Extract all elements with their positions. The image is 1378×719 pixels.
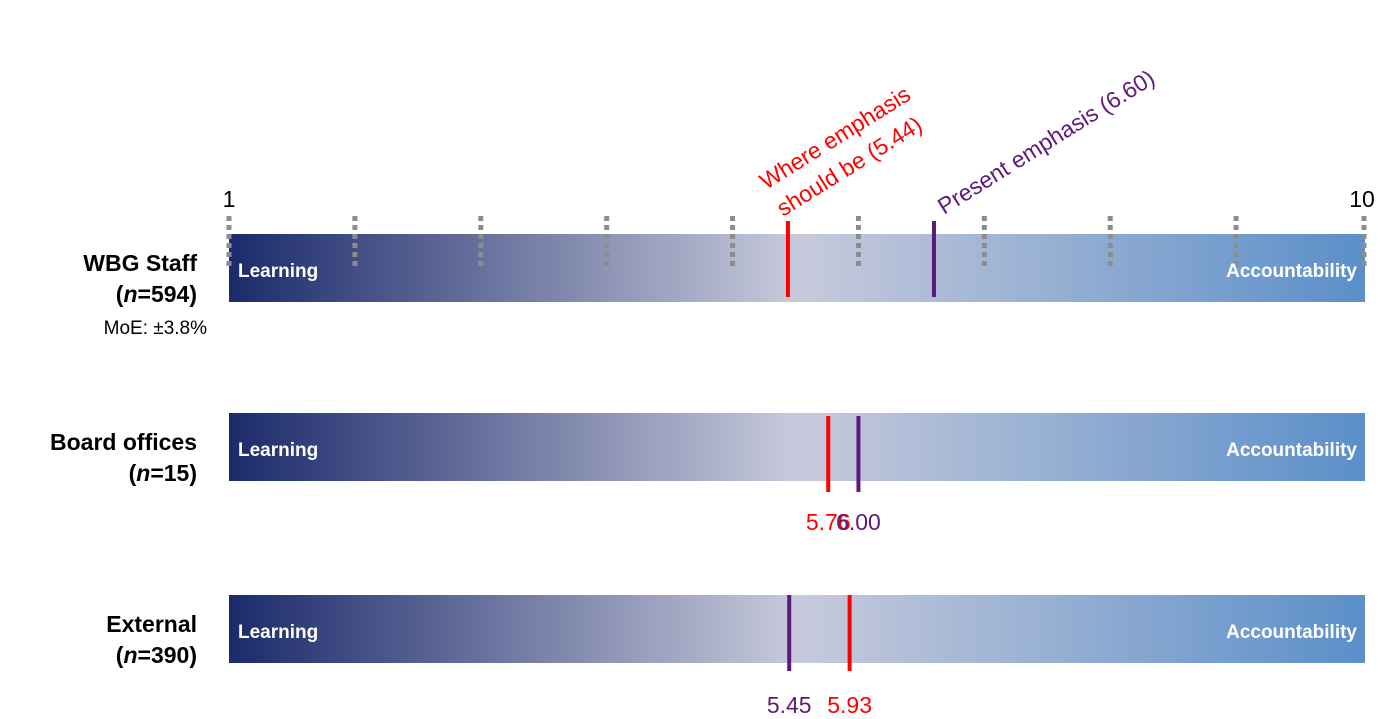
moe-label: MoE: ±3.8% bbox=[104, 318, 207, 339]
bar-left-label: Learning bbox=[238, 440, 318, 461]
tick-lines bbox=[226, 216, 1367, 270]
group-external: Learning Accountability 5.93 5.45 Extern… bbox=[106, 595, 1365, 718]
group-n-wbg-staff: (n=594) bbox=[116, 281, 197, 307]
bar-right-label: Accountability bbox=[1226, 261, 1357, 282]
group-wbg-staff: Learning Accountability Where emphasis s… bbox=[83, 64, 1367, 339]
group-n-board-offices: (n=15) bbox=[129, 460, 197, 486]
bar-right-label: Accountability bbox=[1226, 622, 1357, 643]
scale-max-label: 10 bbox=[1349, 186, 1375, 212]
value-present-board-offices: 6.00 bbox=[836, 509, 881, 535]
label-present-wbg-staff: Present emphasis (6.60) bbox=[933, 64, 1159, 219]
group-board-offices: Learning Accountability 5.76 6.00 Board … bbox=[50, 413, 1365, 535]
group-label-board-offices: Board offices bbox=[50, 429, 197, 455]
scale-min-label: 1 bbox=[223, 186, 236, 212]
value-should-external: 5.93 bbox=[827, 692, 872, 718]
group-label-wbg-staff: WBG Staff bbox=[83, 250, 197, 276]
bar-external bbox=[229, 595, 1365, 663]
bar-wbg-staff bbox=[229, 234, 1365, 302]
bar-right-label: Accountability bbox=[1226, 440, 1357, 461]
bar-left-label: Learning bbox=[238, 622, 318, 643]
value-should-board-offices: 5.76 bbox=[806, 509, 851, 535]
group-label-external: External bbox=[106, 611, 197, 637]
bar-left-label: Learning bbox=[238, 261, 318, 282]
bar-board-offices bbox=[229, 413, 1365, 481]
group-n-external: (n=390) bbox=[116, 642, 197, 668]
value-present-external: 5.45 bbox=[767, 692, 812, 718]
